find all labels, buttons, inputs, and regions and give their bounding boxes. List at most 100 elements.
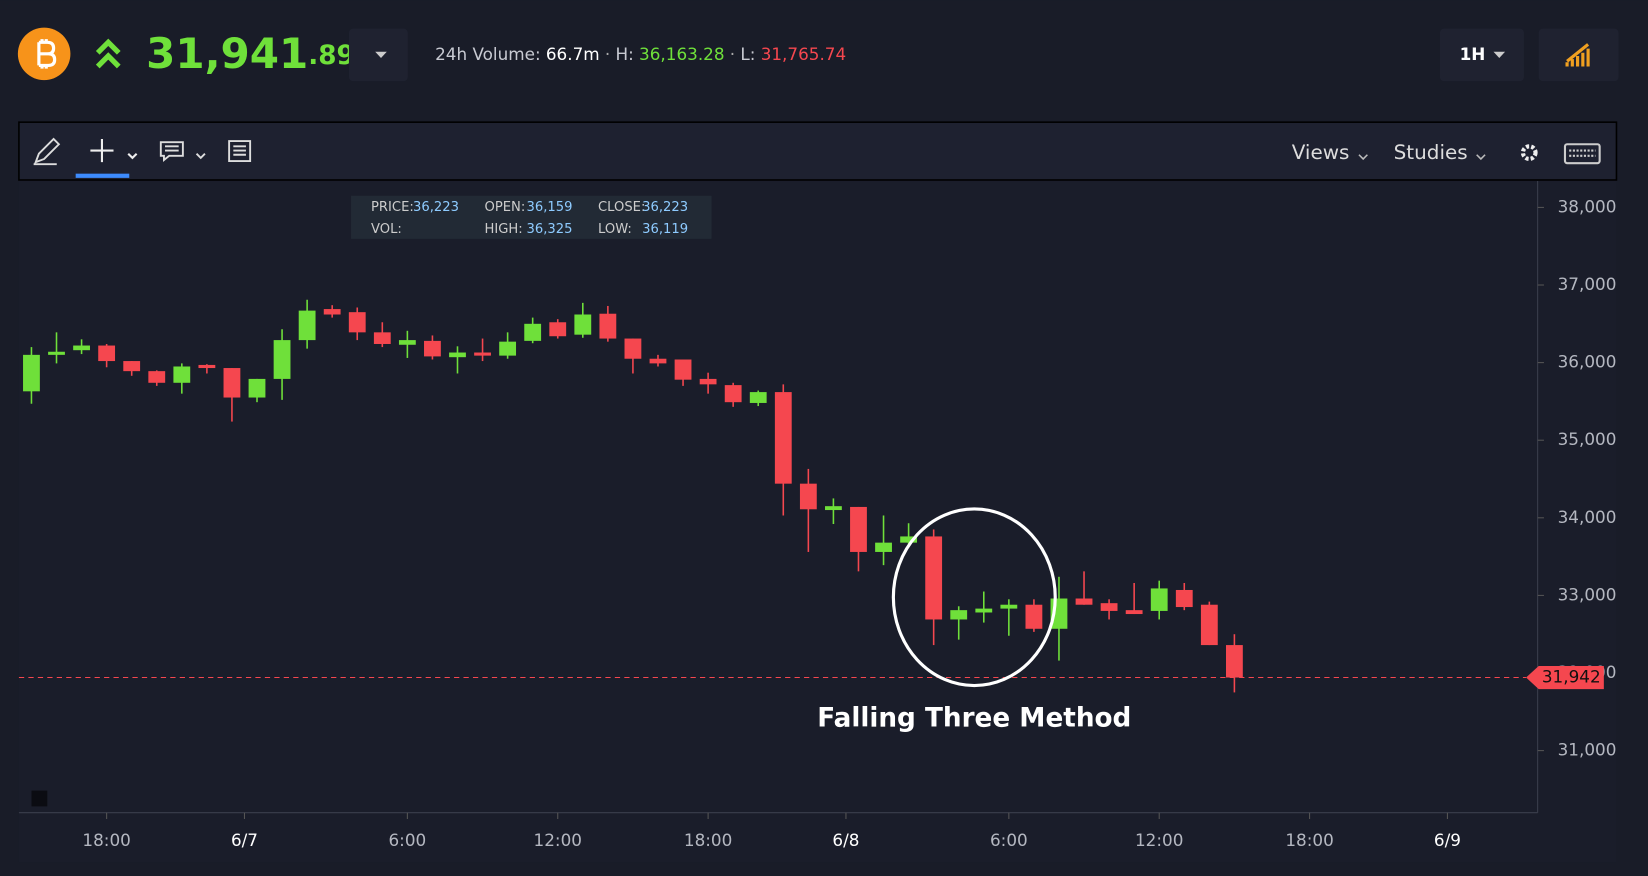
x-tick-label: 18:00 <box>684 830 732 850</box>
candle-body <box>925 536 943 620</box>
candle-body <box>424 340 441 357</box>
interval-button[interactable] <box>1439 28 1524 82</box>
toolbar <box>18 121 1618 181</box>
candle-body <box>1100 603 1118 611</box>
candle-body <box>373 332 391 344</box>
dropdown-caret <box>375 51 387 59</box>
last-price-label: 31,942 <box>1542 667 1601 687</box>
candle-body <box>774 392 792 484</box>
candle-body <box>198 364 216 369</box>
candle-body <box>574 314 592 335</box>
info-texts: PRICE: 36,223 OPEN: 36,159 CLOSE: 36,223… <box>371 200 688 237</box>
candle-body <box>624 338 642 359</box>
info-value: 36,119 <box>642 222 688 237</box>
price-decimals: .89 <box>308 40 355 70</box>
x-tick-label: 12:00 <box>534 830 582 850</box>
studies-menu[interactable]: Studies <box>1394 140 1468 164</box>
comment-tool[interactable] <box>159 141 206 162</box>
candle-body <box>474 352 491 356</box>
candle-body <box>323 309 341 315</box>
stat-value: 36,163.28 <box>639 44 725 64</box>
x-tick-label: 6/9 <box>1434 830 1461 850</box>
draw-tool[interactable] <box>33 137 61 166</box>
candle-body <box>875 542 892 552</box>
y-tick-label: 37,000 <box>1558 274 1617 294</box>
annotation: Falling Three Method <box>817 704 1131 734</box>
candle-body <box>48 351 65 355</box>
candle-body <box>1150 588 1168 611</box>
y-tick-label: 31,000 <box>1558 740 1617 760</box>
info-label: LOW: <box>598 222 632 237</box>
candle-body <box>123 361 141 372</box>
active-tool-indicator <box>75 173 130 178</box>
bitcoin-glyph <box>37 39 57 69</box>
info-box <box>351 195 712 239</box>
candle-body <box>223 368 241 398</box>
x-tick-label: 6/7 <box>231 830 258 850</box>
pattern-circle <box>891 507 1057 688</box>
keyboard[interactable] <box>1563 143 1601 165</box>
candle-body <box>674 359 692 380</box>
candle-body <box>975 608 993 613</box>
y-tick-label: 38,000 <box>1558 196 1617 216</box>
up-arrow <box>95 38 121 69</box>
x-tick-label: 12:00 <box>1135 830 1183 850</box>
candle-body <box>499 341 517 356</box>
candle-body <box>1125 610 1143 615</box>
candle-body <box>850 506 867 552</box>
info-value: 36,223 <box>413 200 459 215</box>
candle-body <box>649 358 667 364</box>
crosshair-tool[interactable] <box>90 138 138 163</box>
x-tick-label: 6/8 <box>832 830 859 850</box>
corner-marker <box>31 790 48 807</box>
x-tick-label: 6:00 <box>389 830 427 850</box>
keyboard-keys <box>1569 149 1596 157</box>
info-value: 36,159 <box>527 200 573 215</box>
candle-body <box>73 345 90 351</box>
x-tick-label: 6:00 <box>990 830 1028 850</box>
candle-body <box>524 323 542 341</box>
list-tool[interactable] <box>228 140 252 163</box>
candle-body <box>1200 604 1218 646</box>
candle-body <box>900 536 918 543</box>
last-price-tag <box>1526 665 1604 690</box>
info-label: HIGH: <box>485 222 523 237</box>
stat-label: L: <box>740 44 755 64</box>
candle-body <box>1000 604 1018 609</box>
candle-body <box>273 340 291 379</box>
stat-label: H: <box>615 44 633 64</box>
y-tick-label: 34,000 <box>1558 507 1617 527</box>
y-tick-label: 35,000 <box>1558 429 1617 449</box>
candle-body <box>98 345 116 362</box>
x-tick-label: 18:00 <box>1285 830 1333 850</box>
candle-body <box>348 312 366 333</box>
interval-caret <box>1493 51 1506 59</box>
info-label: PRICE: <box>371 200 414 215</box>
interval: 1H <box>1460 44 1486 64</box>
settings[interactable] <box>1520 144 1538 162</box>
candle-body <box>248 378 266 398</box>
views-menu[interactable]: Views <box>1292 140 1350 164</box>
candle-body <box>298 310 316 341</box>
info-value: 36,325 <box>527 222 573 237</box>
candle-body <box>799 483 817 510</box>
price: 31,941.89 <box>146 28 355 77</box>
candle-body <box>549 322 567 337</box>
candle-body <box>173 366 191 383</box>
candle-body <box>599 313 617 339</box>
info-label: CLOSE: <box>598 200 645 215</box>
candle-body <box>749 392 767 403</box>
x-tick-label: 18:00 <box>82 830 130 850</box>
candle-body <box>825 506 842 511</box>
info-label: OPEN: <box>485 200 526 215</box>
candle-body <box>1075 598 1093 605</box>
stat-value: 66.7m <box>546 44 600 64</box>
separator: · <box>605 44 610 64</box>
chart-type-button[interactable] <box>1538 28 1619 82</box>
chart-area <box>18 181 1617 863</box>
candle-body <box>1175 589 1193 608</box>
info-value: 36,223 <box>642 200 688 215</box>
views-caret <box>1358 154 1368 161</box>
stat-label: 24h Volume: <box>435 44 541 64</box>
